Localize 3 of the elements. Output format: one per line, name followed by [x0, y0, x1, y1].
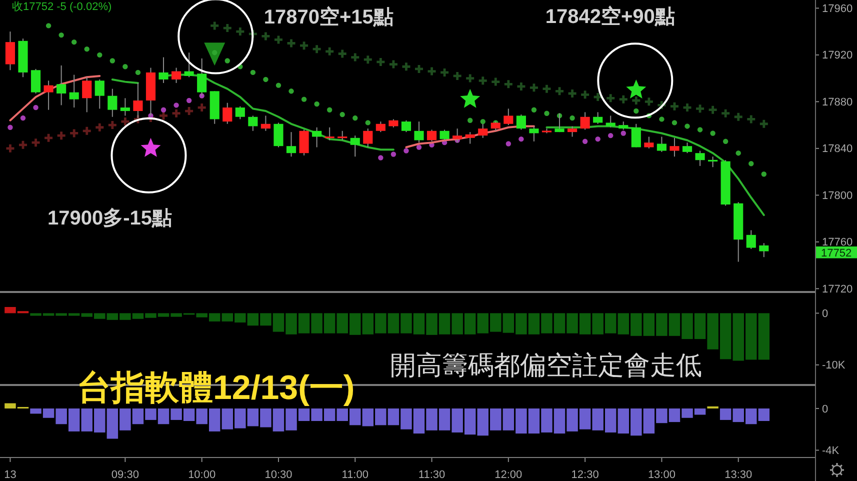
note: 收17752 -5 (-0.02%)	[12, 1, 112, 13]
title: 台指軟體12/13(一)	[77, 369, 355, 407]
note: 開高籌碼都偏空註定會走低	[390, 350, 702, 380]
